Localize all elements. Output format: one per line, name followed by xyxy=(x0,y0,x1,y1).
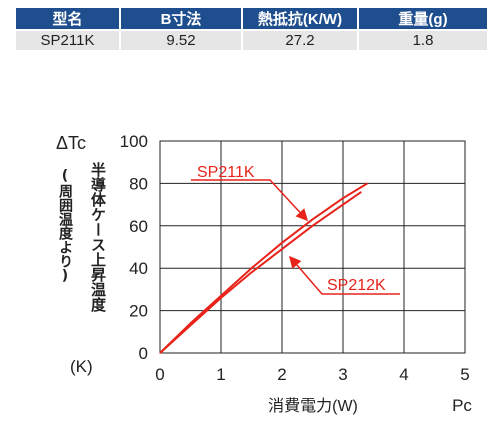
y-tick-label: 0 xyxy=(139,344,148,363)
series-lines xyxy=(159,182,368,354)
y-axis-unit: (K) xyxy=(70,357,93,376)
y-tick-label: 60 xyxy=(129,217,148,236)
leader-line-sp212k xyxy=(289,255,400,295)
y-tick-label: 100 xyxy=(120,132,148,151)
spec-cell-model: SP211K xyxy=(16,29,121,50)
y-tick-label: 20 xyxy=(129,302,148,321)
x-tick-label: 5 xyxy=(460,365,469,384)
spec-cell-b-dimension: 9.52 xyxy=(120,29,243,50)
spec-header-thermal-resistance: 熱抵抗(K/W) xyxy=(242,8,359,30)
spec-cell-thermal-resistance: 27.2 xyxy=(242,29,359,50)
table-row: SP211K 9.52 27.2 1.8 xyxy=(16,29,487,50)
x-axis-symbol: Pc xyxy=(452,396,472,415)
spec-table: 型名 B寸法 熱抵抗(K/W) 重量(g) SP211K 9.52 27.2 1… xyxy=(16,8,487,50)
y-axis-symbol: ΔTc xyxy=(56,133,87,153)
series-label-sp211k: SP211K xyxy=(197,164,255,181)
x-tick-labels: 0 1 2 3 4 5 xyxy=(155,365,469,384)
series-label-sp212k: SP212K xyxy=(327,277,386,294)
spec-table-header-row: 型名 B寸法 熱抵抗(K/W) 重量(g) xyxy=(16,8,487,30)
y-axis-title: 半導体ケース上昇温度 xyxy=(89,162,107,312)
series-annotations: SP211K SP212K xyxy=(191,164,400,295)
y-tick-label: 80 xyxy=(129,174,148,193)
y-tick-label: 40 xyxy=(129,259,148,278)
y-tick-labels: 0 20 40 60 80 100 xyxy=(120,132,148,363)
x-tick-label: 3 xyxy=(338,365,347,384)
spec-header-b-dimension: B寸法 xyxy=(120,8,243,30)
x-tick-label: 4 xyxy=(399,365,408,384)
y-axis-subtitle: (周囲温度より) xyxy=(57,168,73,284)
plot-frame xyxy=(159,140,466,354)
spec-header-weight: 重量(g) xyxy=(358,8,487,30)
x-tick-label: 1 xyxy=(216,365,225,384)
spec-cell-weight: 1.8 xyxy=(358,29,487,50)
x-tick-label: 0 xyxy=(155,365,164,384)
leader-line-sp211k xyxy=(191,179,309,222)
spec-header-model: 型名 xyxy=(16,8,121,30)
x-tick-label: 2 xyxy=(277,365,286,384)
series-line-sp211k xyxy=(159,182,368,354)
series-line-sp212k xyxy=(159,191,362,354)
x-axis-title: 消費電力(W) xyxy=(268,397,358,415)
